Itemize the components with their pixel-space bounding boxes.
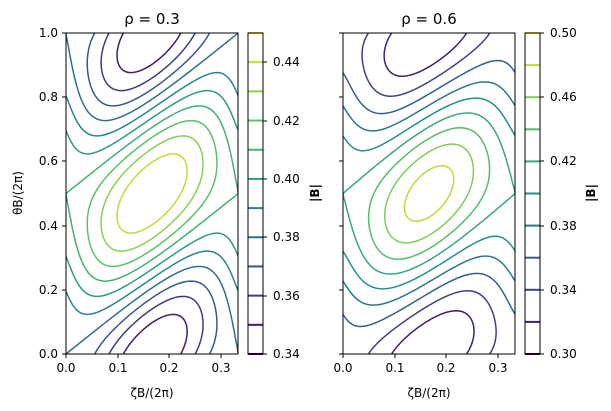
panel-1-contour-level-6 [66, 89, 238, 298]
panel-1-y-tick-label-0: 0.0 [39, 347, 58, 361]
panel-2-x-tick-label-1: 0.1 [385, 361, 404, 375]
panel-2-x-tick-label-0: 0.0 [333, 361, 352, 375]
panel-1-y-tick-label-2: 0.4 [39, 219, 58, 233]
panel-1-contour-level-7 [66, 105, 238, 282]
panel-2-colorbar-tick-label-3: 0.42 [550, 154, 577, 168]
panel-2-x-tick-label-3: 0.3 [488, 361, 507, 375]
panel-2-x-axis-label: ζB/(2π) [407, 386, 450, 400]
panel-1-contour-level-5 [66, 71, 238, 316]
panel-1-x-axis-label: ζB/(2π) [130, 386, 173, 400]
panel-1-contour-level-3 [86, 33, 218, 354]
panel-1-colorbar-frame [247, 32, 264, 355]
panel-1-contour-level-4 [66, 33, 238, 354]
panel-1-contour-level-8 [86, 119, 218, 268]
panel-2-colorbar-tick-label-0: 0.30 [550, 347, 577, 361]
panel-2-contour-level-4 [343, 81, 515, 306]
panel-2-contour-level-5 [343, 97, 515, 290]
panel-2-contour-level-2 [361, 33, 497, 354]
panel-2-colorbar-tick-label-2: 0.38 [550, 219, 577, 233]
panel-1-y-axis-label: θB/(2π) [11, 171, 25, 215]
panel-2-colorbar-frame [524, 32, 541, 355]
panel-2-contour-level-7 [367, 127, 491, 260]
panel-1-colorbar-label: |B| [308, 184, 322, 202]
panel-2-contour-level-9 [403, 165, 455, 222]
panel-2-contour-level-8 [383, 143, 475, 244]
panel-1-x-tick-label-0: 0.0 [56, 361, 75, 375]
panel-2-x-tick-label-2: 0.2 [436, 361, 455, 375]
contour-panel-1: ρ = 0.3 θB/(2π) ζB/(2π) 0.0 0.1 0.2 0.3 … [11, 10, 322, 400]
panel-1-contour-lines [66, 33, 238, 354]
panel-2-colorbar-tick-label-1: 0.34 [550, 283, 577, 297]
panel-1-contour-level-9 [100, 135, 204, 252]
panel-1-plot-frame [65, 32, 239, 355]
panel-1-colorbar-tick-label-5: 0.44 [273, 55, 300, 69]
panel-1-y-ticks: 0.0 0.2 0.4 0.6 0.8 1.0 [39, 26, 66, 361]
panel-2-x-ticks: 0.0 0.1 0.2 0.3 [333, 354, 508, 375]
panel-1-colorbar-tick-label-1: 0.36 [273, 289, 300, 303]
panel-1-colorbar: 0.34 0.36 0.38 0.40 0.42 0.44 |B| [247, 32, 322, 361]
panel-1-x-tick-label-3: 0.3 [211, 361, 230, 375]
panel-1-y-tick-label-4: 0.8 [39, 90, 58, 104]
panel-1-x-tick-label-2: 0.2 [159, 361, 178, 375]
panel-1-y-tick-label-1: 0.2 [39, 283, 58, 297]
panel-1-x-tick-label-1: 0.1 [108, 361, 127, 375]
panel-2-y-ticks [339, 32, 343, 355]
panel-2-colorbar-tick-label-5: 0.50 [550, 26, 577, 40]
panel-1-title: ρ = 0.3 [124, 10, 179, 28]
panel-1-contour-level-1 [116, 33, 188, 354]
panel-1-y-tick-label-3: 0.6 [39, 154, 58, 168]
panel-1-colorbar-bg [248, 33, 263, 354]
panel-2-contour-lines [343, 33, 515, 354]
contour-panel-2: ρ = 0.6 ζB/(2π) 0.0 0.1 0.2 0.3 [333, 10, 598, 400]
panel-1-colorbar-tick-label-0: 0.34 [273, 347, 300, 361]
panel-2-contour-level-3 [343, 59, 515, 328]
panel-1-y-tick-label-5: 1.0 [39, 26, 58, 40]
panel-1-contour-level-2 [100, 33, 204, 354]
panel-2-title: ρ = 0.6 [401, 10, 456, 28]
panel-2-plot-frame [342, 32, 516, 355]
panel-1-x-ticks: 0.0 0.1 0.2 0.3 [56, 354, 231, 375]
panel-1-colorbar-tick-label-3: 0.40 [273, 172, 300, 186]
panel-1-colorbar-tick-label-2: 0.38 [273, 230, 300, 244]
panel-2-colorbar-tick-label-4: 0.46 [550, 90, 577, 104]
panel-2-colorbar-label: |B| [584, 184, 598, 202]
panel-2-colorbar: 0.30 0.34 0.38 0.42 0.46 0.50 |B| [524, 26, 598, 361]
panel-1-contour-level-10 [116, 153, 188, 234]
panel-1-colorbar-tick-label-4: 0.42 [273, 114, 300, 128]
panel-2-contour-level-6 [343, 112, 515, 275]
